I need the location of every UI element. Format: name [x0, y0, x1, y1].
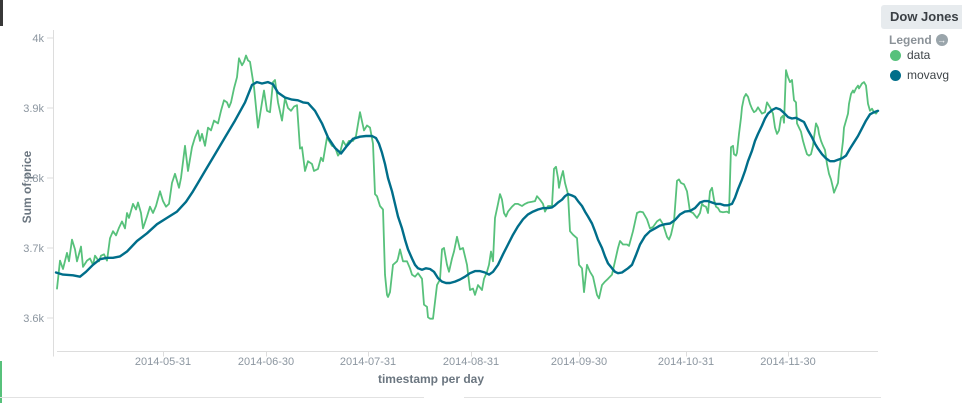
page-edge-artifact	[0, 0, 3, 26]
x-tick-label: 2014-10-31	[658, 356, 714, 368]
x-tick-label: 2014-07-31	[340, 356, 396, 368]
series-color-dot	[890, 69, 901, 81]
series-color-dot	[890, 49, 901, 61]
panel-title: Dow Jones	[881, 5, 962, 29]
bottom-divider	[464, 397, 962, 398]
y-axis-title: Sum of price	[20, 150, 34, 224]
bottom-divider	[0, 397, 424, 398]
legend-toggle[interactable]: Legend →	[889, 33, 948, 47]
panel-resize-handle[interactable]	[424, 393, 464, 401]
arrow-right-circle-icon: →	[935, 34, 948, 46]
y-tick-label: 3.6k	[23, 313, 44, 325]
legend-item-label: movavg	[907, 68, 950, 82]
x-tick-label: 2014-05-31	[135, 356, 191, 368]
y-tick-label: 3.9k	[23, 103, 44, 115]
legend-item-data[interactable]: data	[890, 48, 930, 62]
adjacent-panel-edge	[0, 361, 2, 403]
legend-panel: Dow Jones Legend → data movavg	[881, 0, 962, 403]
series-line-movavg	[54, 80, 880, 285]
x-tick-label: 2014-08-31	[443, 356, 499, 368]
y-tick-label: 4k	[32, 33, 44, 45]
x-axis-title: timestamp per day	[377, 372, 485, 386]
x-tick-label: 2014-09-30	[551, 356, 607, 368]
legend-item-label: data	[907, 48, 931, 62]
x-tick-label: 2014-06-30	[238, 356, 294, 368]
x-tick-label: 2014-11-30	[760, 356, 815, 368]
y-tick-label: 3.7k	[23, 243, 44, 255]
legend-toggle-label: Legend	[889, 33, 932, 47]
legend-item-movavg[interactable]: movavg	[890, 68, 949, 82]
series-line-data	[56, 54, 878, 320]
